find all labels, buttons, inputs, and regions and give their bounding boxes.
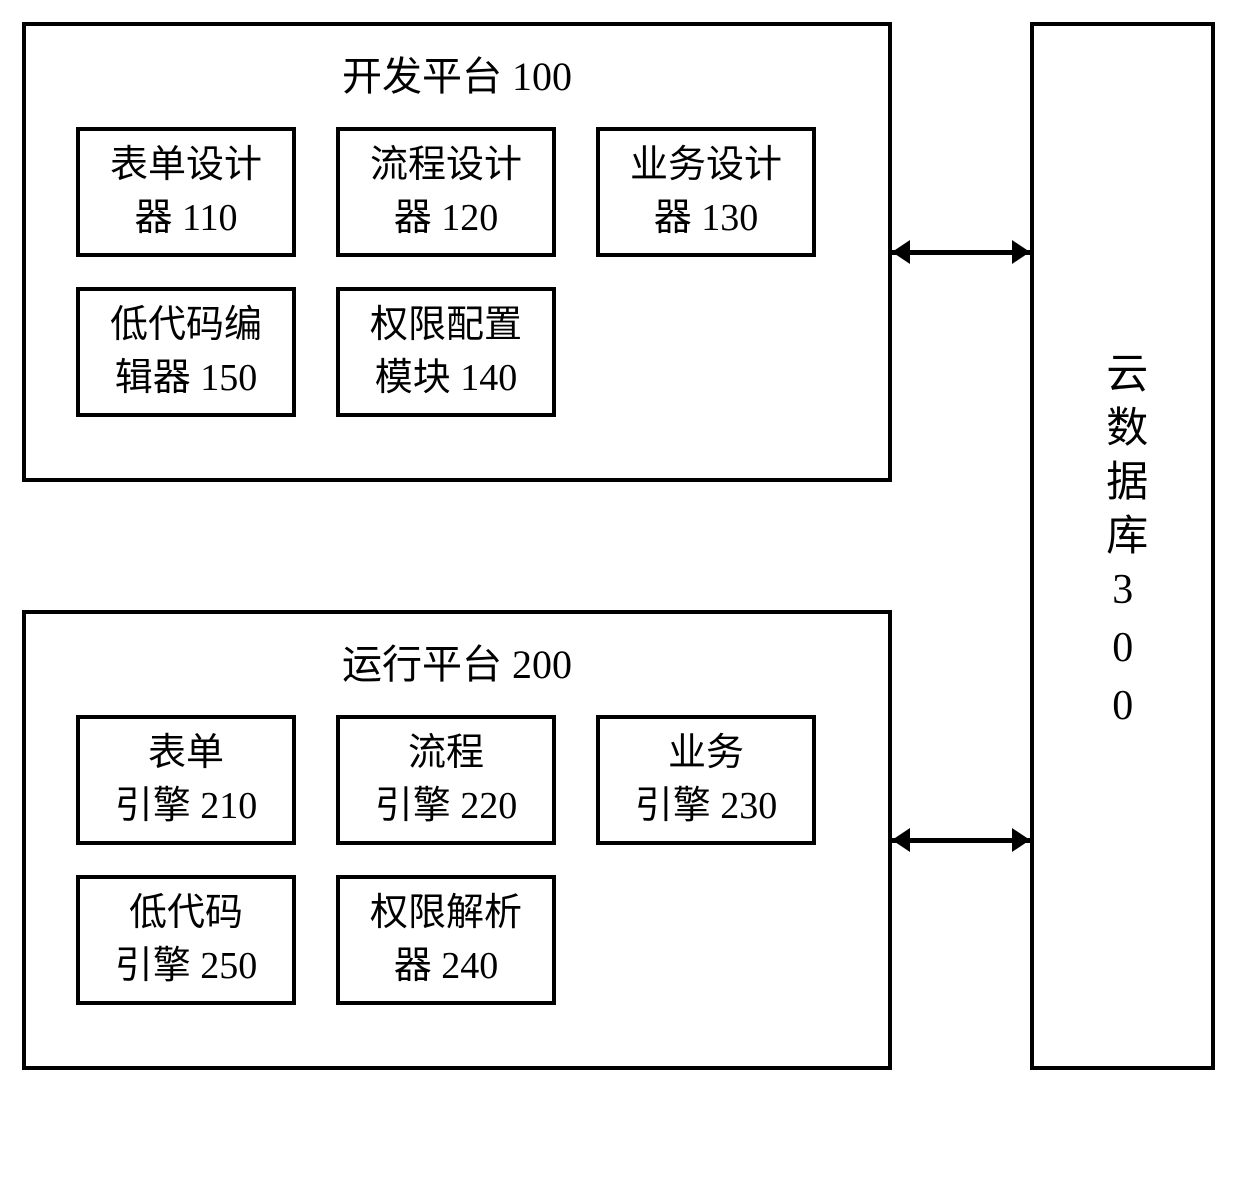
dev-platform-box: 开发平台 100 表单设计器 110 流程设计器 120 业务设计器 130 低… [22, 22, 892, 482]
module-flow-designer: 流程设计器 120 [336, 127, 556, 257]
module-lowcode-engine: 低代码引擎 250 [76, 875, 296, 1005]
dev-platform-title: 开发平台 100 [26, 26, 888, 112]
run-platform-title: 运行平台 200 [26, 614, 888, 700]
module-business-engine: 业务引擎 230 [596, 715, 816, 845]
connector-dev-db-line [892, 250, 1030, 255]
connector-run-db-line [892, 838, 1030, 843]
run-row-2: 低代码引擎 250 权限解析器 240 [26, 860, 888, 1020]
cloud-database-box: 云数据库300 [1030, 22, 1215, 1070]
module-lowcode-editor: 低代码编辑器 150 [76, 287, 296, 417]
module-form-engine: 表单引擎 210 [76, 715, 296, 845]
cloud-database-label: 云数据库300 [1097, 351, 1147, 741]
connector-run-db-arrow-left [892, 828, 910, 852]
module-permission-parser: 权限解析器 240 [336, 875, 556, 1005]
dev-row-1: 表单设计器 110 流程设计器 120 业务设计器 130 [26, 112, 888, 272]
connector-dev-db-arrow-right [1012, 240, 1030, 264]
run-platform-box: 运行平台 200 表单引擎 210 流程引擎 220 业务引擎 230 低代码引… [22, 610, 892, 1070]
connector-run-db-arrow-right [1012, 828, 1030, 852]
run-row-1: 表单引擎 210 流程引擎 220 业务引擎 230 [26, 700, 888, 860]
module-business-designer: 业务设计器 130 [596, 127, 816, 257]
connector-dev-db-arrow-left [892, 240, 910, 264]
module-permission-config: 权限配置模块 140 [336, 287, 556, 417]
module-form-designer: 表单设计器 110 [76, 127, 296, 257]
module-flow-engine: 流程引擎 220 [336, 715, 556, 845]
dev-row-2: 低代码编辑器 150 权限配置模块 140 [26, 272, 888, 432]
